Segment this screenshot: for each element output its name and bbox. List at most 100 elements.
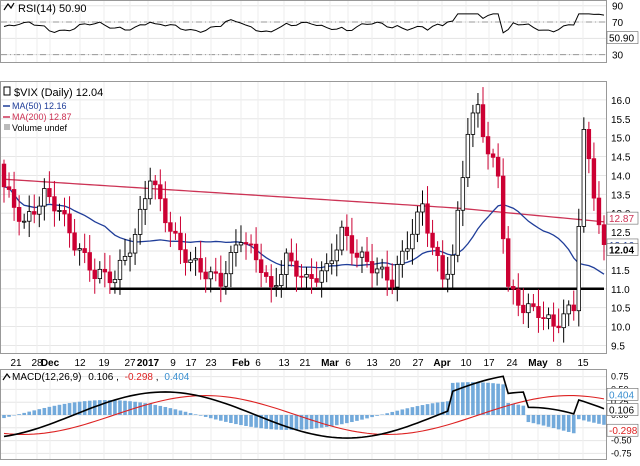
- x-tick-label: Apr: [433, 358, 450, 369]
- candle-body: [48, 188, 52, 196]
- candle-body: [2, 164, 6, 187]
- macd-hist-bar: [597, 415, 601, 424]
- macd-hist-bar: [32, 410, 36, 415]
- price-panel-frame: [1, 82, 607, 354]
- ma200-legend-text: MA(200) 12.87: [12, 112, 72, 122]
- candle-body: [582, 129, 586, 226]
- macd-hist-bar: [83, 401, 87, 415]
- candle-body: [189, 260, 193, 263]
- candle-body: [174, 231, 178, 233]
- macd-hist-bar: [22, 413, 26, 415]
- price-tick-label: 12.5: [611, 228, 631, 239]
- macd-legend-macd: 0.106: [88, 372, 113, 383]
- candle-body: [22, 221, 26, 222]
- candle-body: [310, 274, 314, 278]
- macd-hist-bar: [153, 405, 157, 415]
- candle-body: [501, 176, 505, 239]
- candle-body: [224, 274, 228, 287]
- macd-hist-bar: [249, 415, 253, 427]
- macd-hist-bar: [229, 415, 233, 423]
- macd-hist-bar: [421, 405, 425, 415]
- macd-hist-bar: [63, 404, 67, 415]
- price-tick-label: 14.0: [611, 171, 631, 182]
- macd-hist-bar: [174, 409, 178, 415]
- candle-body: [103, 269, 107, 272]
- candle-body: [164, 199, 168, 223]
- candle-body: [602, 225, 606, 245]
- macd-hist-bar: [466, 382, 470, 415]
- price-tick-label: 11.0: [611, 285, 630, 296]
- candle-body: [27, 212, 31, 222]
- macd-hist-bar: [310, 415, 314, 429]
- x-tick-label: Mar: [321, 358, 339, 369]
- macd-hist-bar: [123, 401, 127, 415]
- candle-body: [7, 187, 11, 190]
- macd-hist-bar: [2, 415, 6, 418]
- close-current-tag: 12.04: [609, 245, 634, 256]
- candle-body: [234, 245, 238, 253]
- macd-series: [2, 376, 606, 438]
- candle-body: [416, 212, 420, 234]
- macd-legend-sep2: ,: [156, 372, 159, 383]
- rsi-line: [4, 14, 604, 33]
- ma50-line: [4, 187, 604, 274]
- price-legend-main: $VIX (Daily) 12.04: [14, 87, 103, 99]
- macd-hist-bar: [365, 415, 369, 418]
- rsi-tick-label: 70: [612, 18, 624, 29]
- candle-body: [269, 276, 273, 286]
- price-gridlines: [1, 82, 606, 353]
- candle-body: [567, 305, 571, 314]
- macd-hist-bar: [27, 412, 31, 415]
- macd-hist-bar: [516, 405, 520, 415]
- macd-hist-bar: [17, 414, 21, 415]
- candle-body: [128, 253, 132, 256]
- macd-hist-bar: [335, 415, 339, 425]
- volume-legend-text: Volume undef: [12, 123, 68, 133]
- candle-body: [118, 260, 122, 279]
- price-tick-label: 11.5: [611, 266, 630, 277]
- macd-hist-bar: [360, 415, 364, 420]
- x-tick-label: 19: [98, 358, 110, 369]
- price-legend: $VIX (Daily) 12.04 MA(50) 12.16 MA(200) …: [3, 87, 103, 133]
- candle-body: [219, 273, 223, 286]
- candle-body: [522, 305, 526, 312]
- candle-body: [587, 129, 591, 158]
- price-tick-label: 15.5: [611, 115, 631, 126]
- candle-body: [148, 181, 152, 199]
- candle-body: [375, 269, 379, 273]
- candle-body: [305, 274, 309, 277]
- macd-hist-bar: [426, 404, 430, 415]
- candle-body: [401, 251, 405, 264]
- candle-body: [511, 286, 515, 289]
- candle-body: [360, 252, 364, 257]
- candle-body: [214, 272, 218, 273]
- candle-body: [441, 256, 445, 280]
- price-tick-label: 13.5: [611, 190, 631, 201]
- candle-body: [88, 253, 92, 271]
- macd-hist-bar: [164, 407, 168, 415]
- candle-body: [446, 274, 450, 279]
- x-tick-label: 10: [460, 358, 472, 369]
- macd-tick-label: -0.75: [611, 448, 632, 458]
- rsi-gridlines: [1, 1, 606, 62]
- macd-hist-bar: [522, 406, 526, 415]
- price-tick-label: 15.0: [611, 134, 631, 145]
- candle-body: [506, 239, 510, 287]
- macd-hist-bar: [436, 403, 440, 415]
- rsi-tick-label: 90: [612, 2, 624, 13]
- macd-hist-bar: [234, 415, 238, 424]
- macd-hist-bar: [552, 415, 556, 428]
- rsi-tick-label: 30: [612, 51, 624, 62]
- macd-hist-bar: [416, 406, 420, 415]
- candle-body: [274, 286, 278, 287]
- candle-body: [229, 252, 233, 273]
- macd-hist-bar: [43, 408, 47, 415]
- macd-hist-bar: [340, 415, 344, 424]
- candle-body: [532, 304, 536, 307]
- x-tick-label: Feb: [232, 358, 250, 369]
- candle-body: [557, 326, 561, 327]
- candle-body: [572, 305, 576, 311]
- volume-legend-swatch: [4, 124, 10, 130]
- macd-gridlines: [1, 370, 606, 459]
